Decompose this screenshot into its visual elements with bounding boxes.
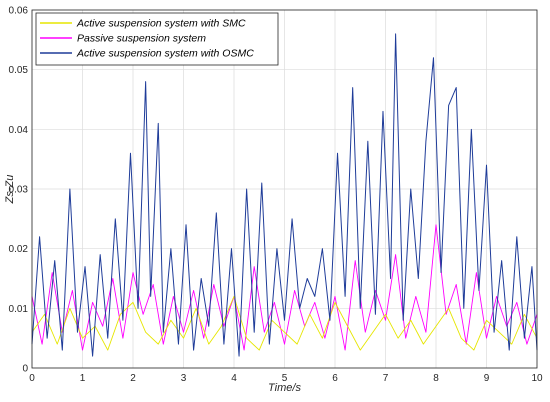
y-tick-label: 0: [22, 364, 28, 375]
series-line-2: [31, 224, 538, 351]
y-tick-label: 0.02: [9, 244, 29, 255]
y-tick-label: 0.04: [9, 125, 29, 136]
legend-label-2: Passive suspension system: [77, 33, 206, 45]
y-axis-label: Zs-Zu: [4, 175, 16, 205]
x-tick-label: 5: [282, 373, 288, 384]
x-tick-label: 2: [130, 373, 136, 384]
y-tick-label: 0.01: [9, 304, 29, 315]
series-lines: [31, 33, 538, 357]
x-tick-label: 4: [231, 373, 237, 384]
legend-label-3: Active suspension system with OSMC: [76, 48, 254, 60]
y-tick-label: 0.03: [9, 185, 29, 196]
x-tick-label: 7: [383, 373, 389, 384]
y-ticks: 0 0.01 0.02 0.03 0.04 0.05 0.06: [9, 6, 29, 375]
x-tick-label: 3: [181, 373, 187, 384]
series-line-3: [31, 33, 538, 357]
x-axis-label: Time/s: [268, 382, 301, 394]
legend-label-1: Active suspension system with SMC: [76, 18, 246, 30]
x-tick-label: 1: [80, 373, 86, 384]
plot-border: [31, 9, 538, 369]
x-tick-label: 6: [332, 373, 338, 384]
x-tick-label: 8: [433, 373, 439, 384]
y-tick-label: 0.05: [9, 65, 29, 76]
x-tick-label: 9: [484, 373, 490, 384]
series-line-1: [31, 295, 538, 351]
x-ticks: 0 1 2 3 4 5 6 7 8 9 10: [29, 373, 543, 384]
legend-box: [35, 12, 279, 66]
legend: Active suspension system with SMC Passive…: [35, 12, 279, 66]
x-tick-label: 10: [531, 373, 543, 384]
x-tick-label: 0: [29, 373, 35, 384]
y-tick-label: 0.06: [9, 6, 29, 17]
